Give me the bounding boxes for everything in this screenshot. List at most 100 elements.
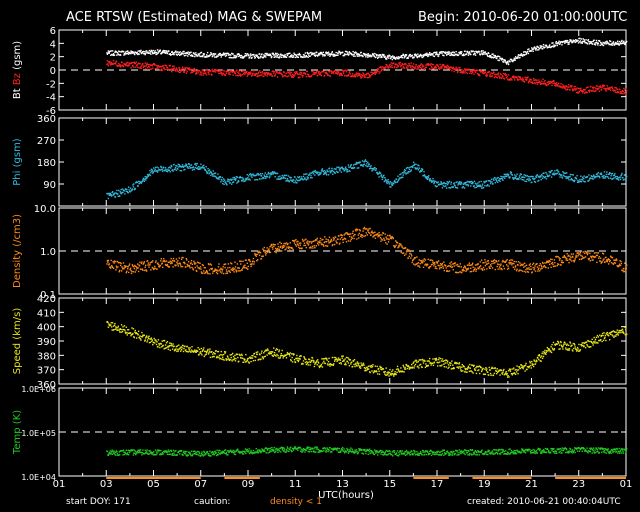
- data-point: [232, 57, 235, 59]
- data-point: [256, 173, 258, 175]
- data-point: [437, 264, 439, 267]
- data-point: [434, 67, 436, 69]
- data-point: [512, 266, 514, 268]
- data-point: [343, 234, 345, 236]
- data-point: [241, 267, 244, 270]
- data-point: [363, 161, 365, 163]
- data-point: [186, 263, 188, 266]
- data-point: [237, 181, 239, 183]
- data-point: [602, 176, 605, 179]
- data-point: [195, 351, 197, 353]
- data-point: [281, 177, 283, 179]
- data-point: [448, 180, 451, 183]
- data-point: [607, 88, 609, 91]
- data-point: [591, 176, 594, 178]
- data-point: [146, 177, 148, 179]
- data-point: [376, 233, 378, 236]
- data-point: [368, 75, 371, 77]
- data-point: [448, 270, 451, 272]
- data-point: [219, 52, 222, 55]
- data-point: [280, 178, 282, 180]
- data-point: [346, 168, 349, 171]
- data-point: [483, 268, 486, 271]
- data-point: [599, 44, 601, 46]
- data-point: [235, 269, 237, 271]
- data-point: [408, 167, 410, 169]
- data-point: [127, 65, 129, 67]
- data-point: [556, 42, 558, 45]
- data-point: [492, 259, 495, 262]
- data-point: [405, 173, 407, 175]
- data-point: [452, 54, 454, 57]
- data-point: [327, 238, 329, 241]
- data-point: [554, 84, 556, 86]
- data-point: [517, 264, 519, 266]
- data-point: [204, 354, 206, 356]
- data-point: [404, 56, 406, 58]
- data-point: [129, 62, 132, 65]
- data-point: [232, 355, 235, 358]
- data-point: [133, 267, 136, 270]
- data-point: [561, 87, 564, 89]
- data-point: [596, 42, 599, 45]
- data-point: [604, 177, 606, 179]
- data-point: [316, 237, 318, 240]
- data-point: [387, 241, 390, 243]
- data-point: [251, 263, 253, 265]
- data-point: [202, 165, 204, 167]
- data-point: [441, 187, 444, 189]
- data-point: [304, 239, 306, 241]
- data-point: [123, 325, 126, 327]
- data-point: [406, 67, 408, 70]
- data-point: [608, 258, 610, 261]
- data-point: [391, 55, 393, 58]
- data-point: [274, 74, 276, 76]
- data-point: [611, 87, 614, 90]
- data-point: [130, 51, 133, 53]
- data-point: [191, 68, 193, 71]
- data-point: [170, 262, 172, 265]
- data-point: [479, 265, 482, 267]
- data-point: [472, 68, 475, 71]
- data-point: [127, 61, 129, 64]
- data-point: [360, 74, 363, 76]
- data-point: [174, 51, 176, 54]
- data-point: [207, 263, 210, 265]
- data-point: [578, 180, 581, 183]
- data-point: [518, 270, 520, 272]
- data-point: [498, 56, 501, 58]
- data-point: [279, 71, 281, 73]
- data-point: [608, 260, 611, 263]
- data-point: [614, 173, 616, 175]
- data-point: [375, 72, 377, 74]
- data-point: [453, 70, 455, 73]
- data-point: [305, 73, 307, 75]
- data-point: [178, 263, 180, 265]
- data-point: [544, 176, 547, 178]
- data-point: [302, 56, 304, 58]
- data-point: [544, 46, 546, 48]
- data-point: [371, 232, 374, 234]
- data-point: [427, 53, 429, 55]
- data-point: [257, 72, 259, 75]
- data-point: [276, 247, 279, 250]
- data-point: [586, 91, 588, 94]
- data-point: [585, 87, 588, 89]
- data-point: [566, 41, 568, 43]
- data-point: [415, 168, 418, 170]
- data-point: [289, 52, 291, 55]
- data-point: [578, 91, 580, 93]
- data-point: [204, 350, 206, 353]
- data-point: [557, 82, 560, 85]
- data-point: [106, 260, 109, 262]
- data-point: [565, 257, 568, 260]
- data-point: [490, 178, 493, 181]
- data-point: [352, 164, 355, 166]
- data-point: [264, 74, 266, 76]
- data-point: [297, 73, 299, 76]
- data-point: [168, 266, 171, 268]
- data-point: [185, 54, 187, 57]
- data-point: [290, 176, 292, 179]
- data-point: [396, 180, 399, 183]
- data-point: [153, 63, 155, 65]
